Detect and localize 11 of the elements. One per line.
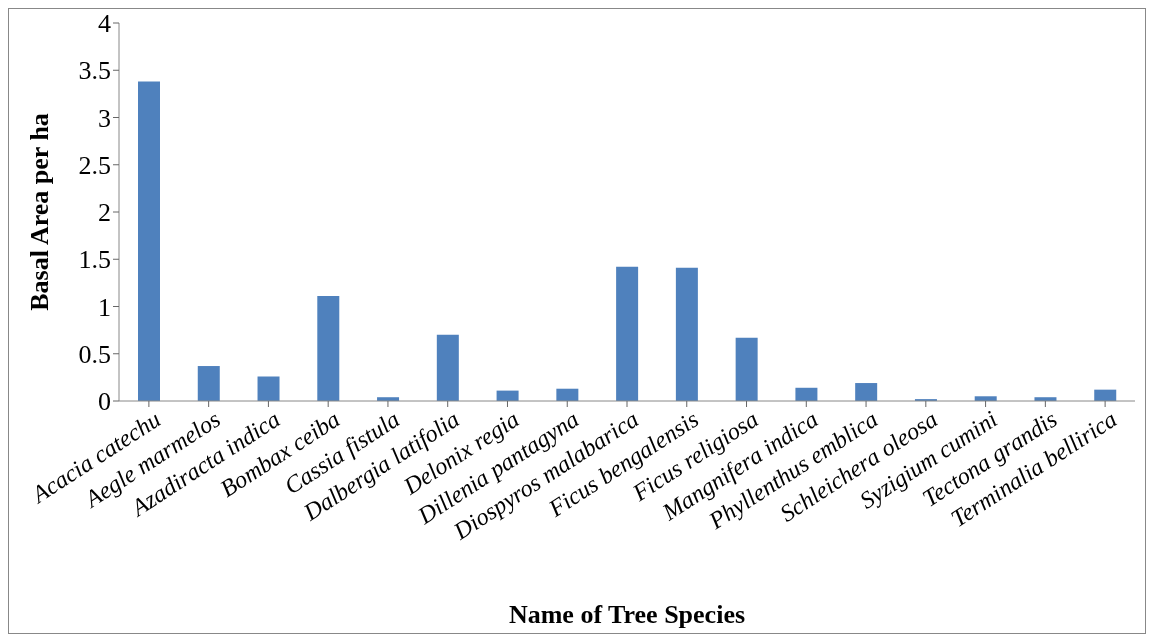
y-tick-label: 1.5: [78, 245, 111, 275]
y-tick-label: 2.5: [78, 150, 111, 180]
y-axis-title: Basal Area per ha: [25, 113, 55, 311]
y-tick-label: 4: [98, 9, 111, 39]
y-tick-label: 2: [98, 198, 111, 228]
y-tick-label: 0.5: [78, 339, 111, 369]
y-tick-label: 3.5: [78, 56, 111, 86]
y-tick-label: 3: [98, 103, 111, 133]
y-tick-label: 1: [98, 292, 111, 322]
y-tick-label: 0: [98, 387, 111, 417]
x-axis-title: Name of Tree Species: [508, 600, 746, 629]
